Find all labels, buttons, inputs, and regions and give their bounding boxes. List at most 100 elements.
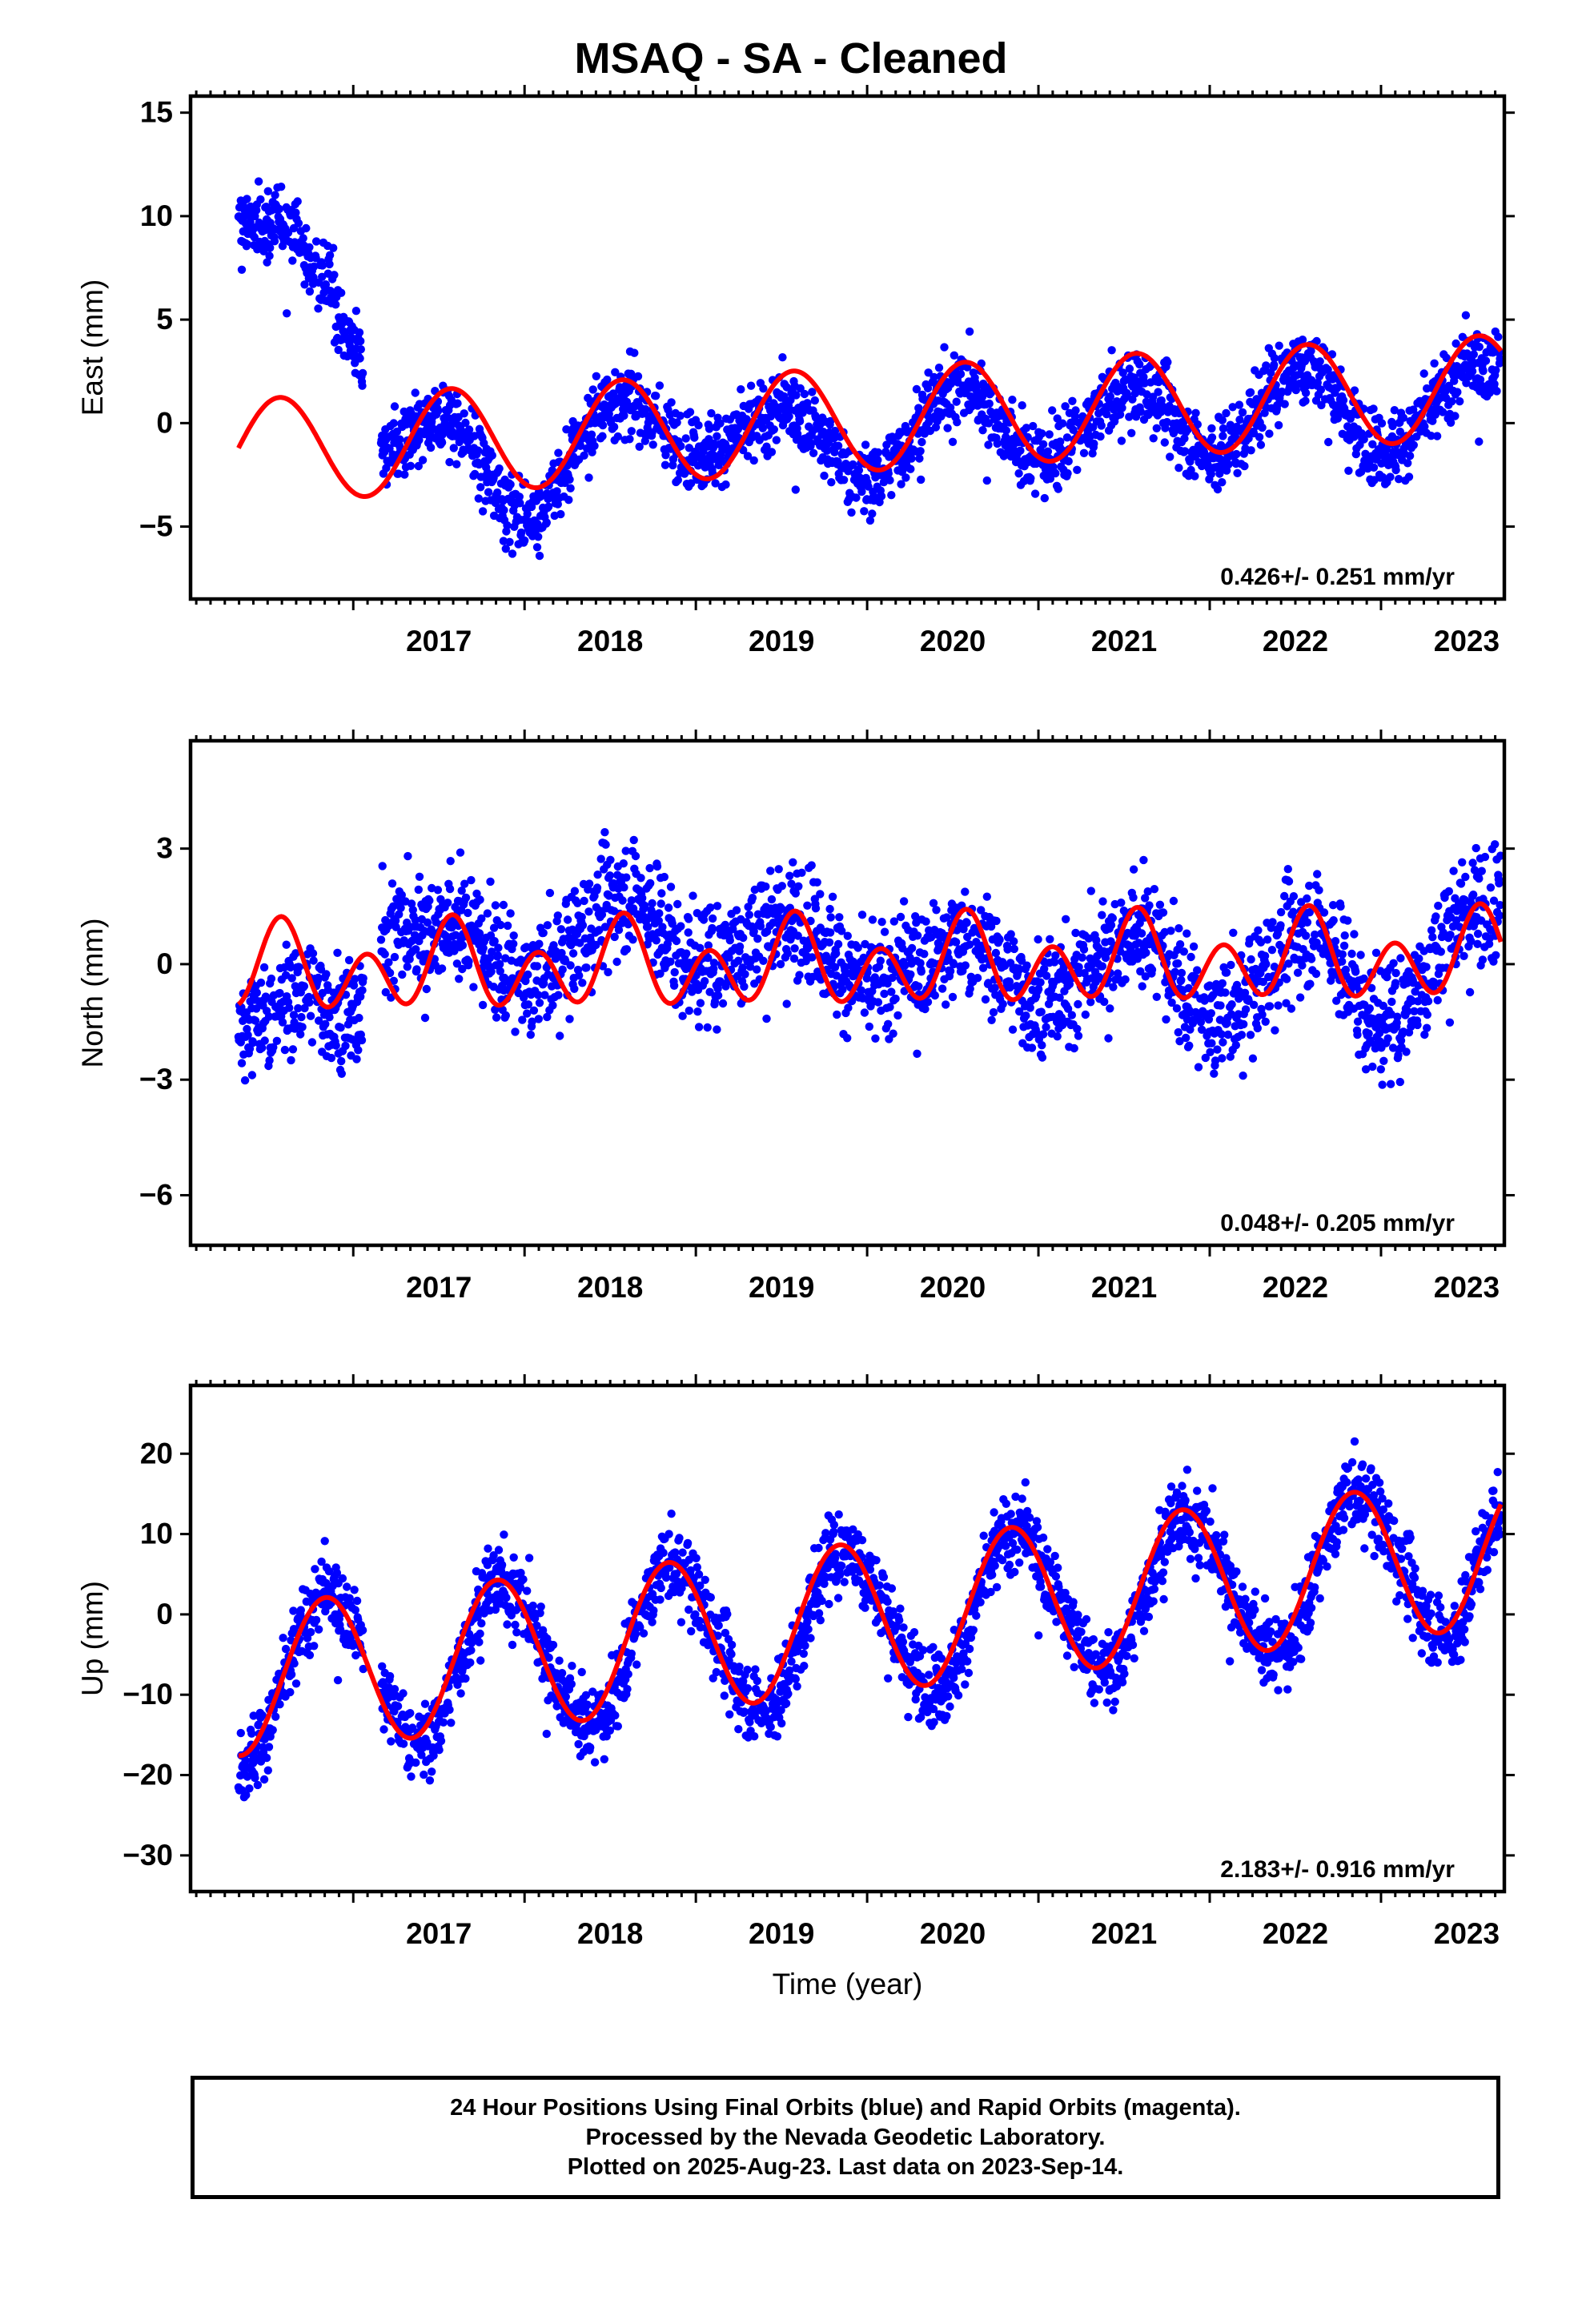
data-point (785, 412, 793, 421)
data-point (1210, 1069, 1219, 1078)
data-point (732, 906, 741, 915)
data-point (1246, 1031, 1255, 1039)
data-point (1231, 1040, 1241, 1050)
data-point (609, 422, 619, 432)
data-point (495, 464, 504, 473)
data-point (601, 840, 610, 849)
data-point (358, 381, 367, 390)
data-point (573, 899, 582, 908)
data-point (422, 984, 431, 994)
x-tick-label: 2019 (749, 625, 814, 657)
data-point (266, 243, 275, 252)
data-point (600, 828, 609, 837)
data-point (294, 1003, 303, 1013)
data-point (558, 965, 567, 974)
data-point (277, 183, 286, 191)
data-point (1065, 979, 1074, 989)
data-point (247, 1071, 257, 1080)
data-point (1270, 354, 1279, 363)
data-point (911, 912, 920, 921)
data-point (860, 507, 869, 516)
data-point (582, 963, 591, 972)
data-point (803, 901, 812, 911)
data-point (1244, 434, 1253, 443)
data-point (286, 963, 295, 972)
data-point (1223, 1030, 1233, 1039)
data-point (673, 418, 681, 427)
data-point (308, 949, 318, 958)
data-point (534, 533, 543, 541)
data-point (1258, 1010, 1267, 1019)
data-point (449, 444, 458, 452)
data-point (660, 872, 669, 882)
data-point (1240, 988, 1250, 998)
data-point (1232, 980, 1242, 990)
data-point (1446, 418, 1456, 427)
data-point (1246, 388, 1255, 397)
data-point (1054, 485, 1063, 493)
data-point (1241, 1005, 1251, 1014)
data-point (1480, 852, 1490, 862)
data-point (889, 1029, 897, 1038)
data-point (1256, 938, 1266, 947)
data-point (1445, 1018, 1455, 1027)
data-point (1008, 396, 1017, 404)
data-point (1143, 887, 1152, 896)
data-point (916, 959, 925, 967)
data-point (1386, 1080, 1395, 1088)
data-point (901, 961, 909, 970)
data-point (606, 855, 615, 865)
data-point (860, 1008, 869, 1017)
data-point (777, 882, 786, 891)
data-point (708, 923, 717, 933)
data-point (690, 433, 699, 442)
data-point (1462, 379, 1471, 388)
data-point (509, 939, 518, 948)
data-point (1177, 975, 1186, 985)
data-point (1274, 1001, 1283, 1010)
data-point (762, 1014, 771, 1023)
data-point (1063, 1004, 1073, 1013)
data-point (705, 424, 714, 433)
data-point (912, 384, 921, 394)
data-point (256, 195, 265, 204)
data-point (604, 967, 612, 977)
data-point (309, 273, 318, 282)
data-point (445, 457, 454, 467)
data-point (488, 451, 496, 460)
data-point (917, 437, 926, 447)
data-point (717, 455, 725, 464)
data-point (289, 1011, 299, 1019)
data-point (1315, 357, 1324, 366)
data-point (1172, 1004, 1182, 1013)
data-point (1061, 402, 1070, 411)
data-point (873, 448, 883, 457)
data-point (627, 427, 636, 436)
data-point (299, 982, 309, 991)
data-point (808, 388, 817, 396)
data-point (1301, 396, 1310, 405)
data-point (1344, 466, 1353, 475)
data-point (810, 396, 819, 405)
data-point (415, 436, 424, 444)
data-point (1391, 968, 1400, 978)
data-point (1218, 478, 1227, 487)
data-point (1422, 963, 1431, 971)
data-point (666, 883, 676, 891)
data-point (1268, 918, 1277, 927)
data-point (1070, 1043, 1078, 1053)
data-point (1339, 941, 1349, 951)
data-point (1175, 940, 1185, 949)
data-point (844, 1003, 853, 1012)
data-point (887, 987, 896, 996)
y-tick-label: 0 (156, 406, 173, 439)
data-point (744, 903, 753, 911)
data-point (652, 392, 661, 400)
data-point (330, 271, 339, 279)
data-point (830, 448, 839, 456)
data-point (269, 1043, 278, 1051)
data-point (795, 971, 804, 979)
data-point (469, 983, 478, 991)
data-point (877, 492, 886, 501)
